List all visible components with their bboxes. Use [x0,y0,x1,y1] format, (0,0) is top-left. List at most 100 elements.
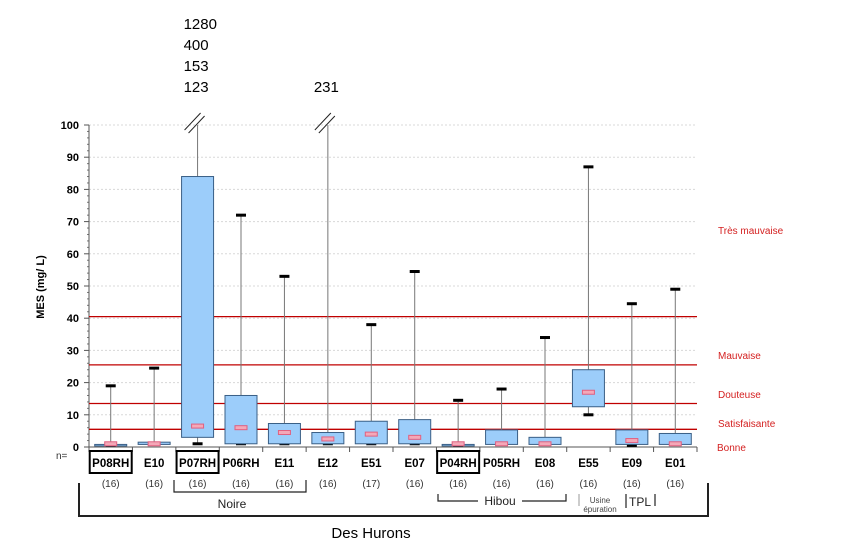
y-tick-label: 100 [61,120,79,132]
group-epuration: épuration [583,505,616,514]
median-marker [321,436,335,442]
box [571,369,605,408]
category-label: E09 [622,458,642,470]
max-marker [105,384,116,388]
sample-count: (16) [580,479,598,490]
category-label: P06RH [222,458,259,470]
max-marker [149,366,160,370]
axis-break-mark [184,112,201,131]
sample-count: (16) [189,479,207,490]
axis-break-mark [188,115,205,134]
y-tick-label: 90 [67,152,79,164]
zone-label: Mauvaise [718,351,761,362]
box [181,176,215,438]
zone-label: Douteuse [718,390,761,401]
max-marker [583,165,594,169]
category-label: E08 [535,458,556,470]
y-tick-label: 70 [67,217,79,229]
category-label: P07RH [179,458,216,470]
category-highlight-box [175,450,220,474]
y-tick-label: 60 [67,249,79,261]
y-tick-label: 10 [67,410,79,422]
sample-count: (16) [623,479,641,490]
group-hibou: Hibou [484,494,515,508]
median-marker [191,423,205,429]
outlier-value: 153 [184,58,209,75]
zone-label: Très mauvaise [718,226,784,237]
median-marker [364,431,378,437]
min-marker [626,443,637,447]
sample-count: (16) [493,479,511,490]
category-label: P04RH [440,458,477,470]
category-highlight-box [88,450,133,474]
sample-count: (16) [666,479,684,490]
outlier-value: 231 [314,79,339,96]
median-marker [581,389,595,395]
group-noire: Noire [218,497,247,511]
category-label: P08RH [92,458,129,470]
axis-break-mark [314,112,332,131]
zone-label-bonne: Bonne [717,443,746,454]
min-marker [192,442,203,446]
max-marker [626,302,637,306]
category-label: E07 [404,458,424,470]
zone-label: Satisfaisante [718,419,776,430]
group-usine: Usine [590,496,611,505]
median-marker [234,425,248,431]
median-marker [538,441,552,447]
median-marker [277,430,291,436]
category-label: E55 [578,458,599,470]
category-highlight-box [436,450,481,474]
sample-count: (16) [319,479,337,490]
axis-break-mark [318,115,336,134]
sample-count: (16) [102,479,120,490]
sample-count: (16) [449,479,467,490]
category-label: P05RH [483,458,520,470]
outlier-value: 400 [184,37,209,54]
median-marker [147,441,161,447]
max-marker [540,336,550,340]
y-tick-label: 80 [67,184,79,196]
max-marker [236,213,246,217]
y-tick-label: 20 [67,378,79,390]
max-marker [279,274,290,278]
y-tick-label: 50 [67,281,79,293]
min-marker [583,413,594,417]
y-tick-label: 40 [67,313,79,325]
max-marker [670,287,681,291]
y-tick-label: 0 [73,442,79,454]
max-marker [409,270,420,274]
median-marker [451,441,465,447]
median-marker [668,441,682,447]
category-label: E10 [144,458,164,470]
median-marker [495,441,509,447]
group-tpl: TPL [629,495,651,509]
category-label: E51 [361,458,382,470]
category-label: E01 [665,458,686,470]
sample-count: (16) [232,479,250,490]
group-brackets [78,480,709,517]
max-marker [453,398,464,402]
n-label: n= [56,451,68,462]
box [398,419,432,445]
max-marker [496,387,507,391]
outlier-value: 1280 [184,16,217,33]
median-marker [104,441,118,447]
sample-count: (17) [362,479,380,490]
sample-count: (16) [145,479,163,490]
y-axis-label: MES (mg/ L) [35,255,47,319]
sample-count: (16) [276,479,294,490]
sample-count: (16) [536,479,554,490]
box [224,394,258,445]
box [615,429,649,445]
median-marker [625,438,639,444]
category-label: E11 [275,458,295,470]
river-label: Des Hurons [331,525,410,542]
y-tick-label: 30 [67,345,79,357]
outlier-value: 123 [184,79,209,96]
median-marker [408,434,422,440]
sample-count: (16) [406,479,424,490]
category-label: E12 [318,458,338,470]
max-marker [366,323,377,327]
